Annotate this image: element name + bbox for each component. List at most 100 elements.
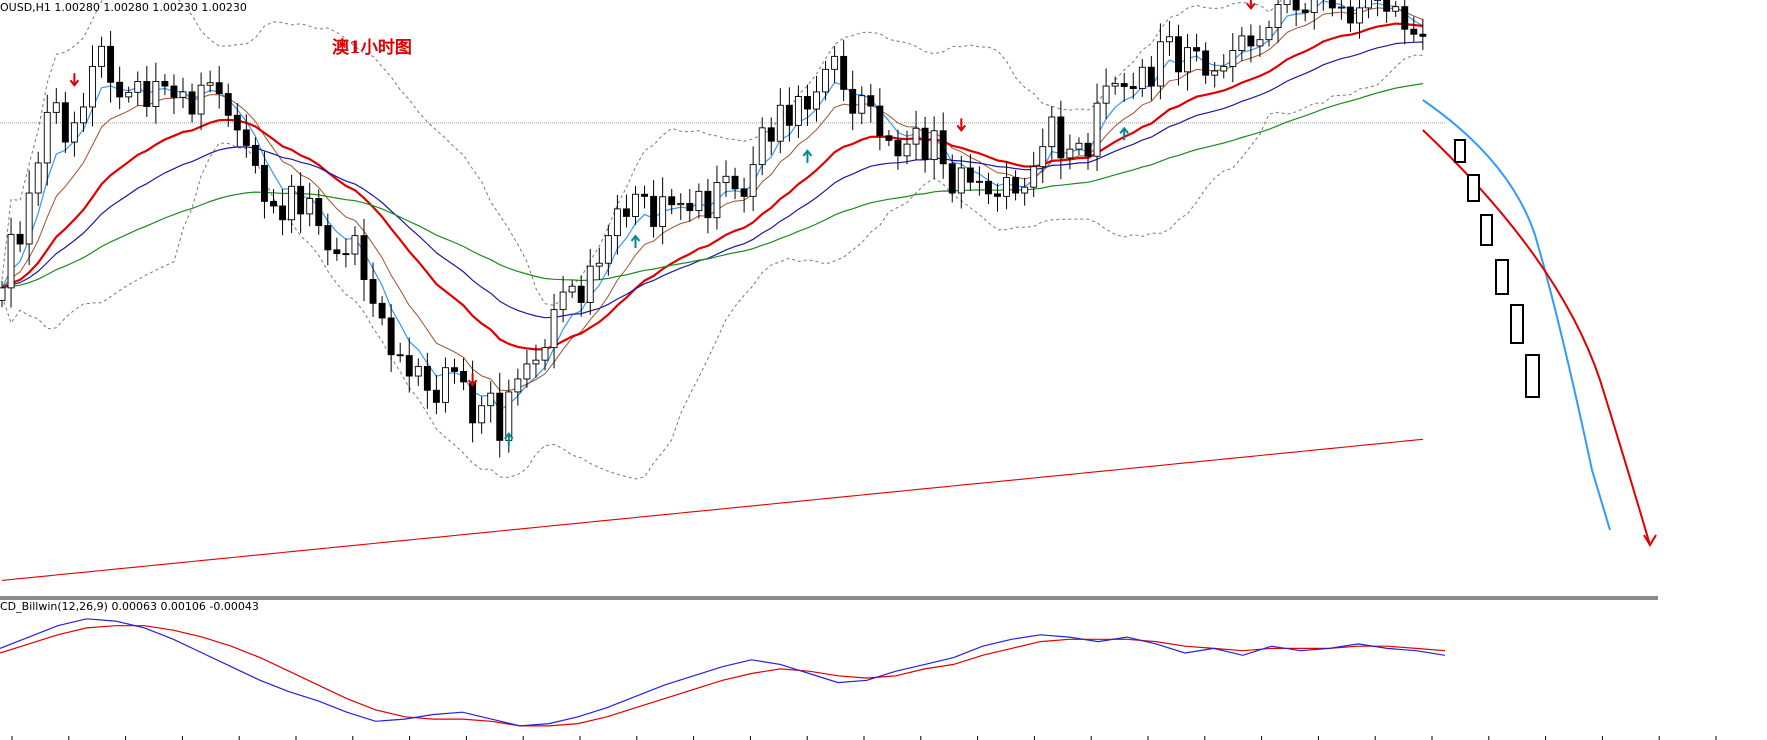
candle-body <box>1111 83 1119 87</box>
candle-body <box>858 95 866 114</box>
candles <box>0 0 1427 458</box>
candle-body <box>1021 186 1029 194</box>
candle-body <box>677 203 685 206</box>
candle-body <box>315 198 323 227</box>
forecast-blue-curve <box>1422 99 1611 531</box>
candle-body <box>1048 116 1056 148</box>
candle-body <box>460 370 467 383</box>
candle-body <box>650 195 658 227</box>
candle-body <box>695 190 703 212</box>
candle-body <box>1256 39 1264 47</box>
macd-header: CD_Billwin(12,26,9) 0.00063 0.00106 -0.0… <box>0 600 259 613</box>
candle-body <box>224 93 232 116</box>
candle-body <box>849 88 857 114</box>
candle-body <box>1238 35 1246 51</box>
candle-body <box>1129 86 1137 90</box>
buy-arrow-icon <box>504 432 514 446</box>
candle-body <box>804 96 811 110</box>
candle-body <box>79 106 87 124</box>
candle-body <box>785 104 793 126</box>
chart-title: 澳1小时图 <box>332 38 412 58</box>
candle-body <box>1356 7 1363 24</box>
candle-body <box>288 185 296 221</box>
candle-body <box>1175 36 1182 73</box>
candle-body <box>297 185 305 215</box>
candle-body <box>469 381 477 424</box>
candle-body <box>903 143 911 157</box>
candle-body <box>179 91 187 98</box>
candle-body <box>342 253 350 256</box>
candle-body <box>7 233 15 289</box>
forecast-red-curve <box>1422 129 1651 546</box>
candle-body <box>306 198 314 215</box>
candle-body <box>1193 47 1201 52</box>
candle-body <box>1184 47 1192 73</box>
candle-body <box>134 81 142 93</box>
candle-body <box>550 309 558 349</box>
candle-body <box>1328 0 1336 9</box>
candle-body <box>722 175 730 184</box>
candle-body <box>1220 65 1228 72</box>
candle-body <box>876 105 884 137</box>
candle-body <box>912 127 920 145</box>
candle-body <box>1337 6 1345 9</box>
candle-body <box>713 182 721 219</box>
candle-body <box>731 175 739 190</box>
candle-body <box>451 367 458 372</box>
candle-body <box>378 302 386 319</box>
bollinger-upper <box>1 0 1282 306</box>
forecast-candle <box>1525 354 1540 398</box>
candle-body <box>261 164 268 202</box>
candle-body <box>1084 142 1092 157</box>
candle-body <box>233 114 241 131</box>
candle-body <box>586 265 594 303</box>
candle-body <box>994 193 1001 197</box>
candle-body <box>623 208 630 217</box>
candle-body <box>1283 0 1291 6</box>
candle-body <box>1066 148 1074 159</box>
sell-arrow-icon <box>1246 0 1256 10</box>
symbol-header: OUSD,H1 1.00280 1.00280 1.00230 1.00230 <box>0 1 247 14</box>
candle-body <box>351 235 359 255</box>
candle-body <box>324 225 332 251</box>
candle-body <box>1156 41 1164 87</box>
candle-body <box>568 285 576 293</box>
candle-body <box>740 188 748 197</box>
candle-body <box>1229 50 1237 67</box>
candle-body <box>930 130 938 161</box>
candle-body <box>1383 0 1391 12</box>
candle-body <box>414 365 422 377</box>
candle-body <box>1301 9 1309 13</box>
candle-body <box>939 130 947 165</box>
candle-body <box>116 81 124 98</box>
candle-body <box>442 367 449 403</box>
sell-arrow-icon <box>69 73 80 87</box>
candle-body <box>1102 85 1110 104</box>
candle-body <box>704 190 712 219</box>
candle-body <box>957 167 965 194</box>
ma-long-line <box>1 438 1423 581</box>
candle-body <box>985 180 992 195</box>
candle-body <box>776 104 784 142</box>
candle-body <box>1030 166 1038 188</box>
candle-body <box>659 196 667 227</box>
candle-body <box>686 203 694 212</box>
candle-body <box>975 180 983 183</box>
candle-body <box>1274 4 1282 29</box>
candle-body <box>1310 0 1318 13</box>
candle-body <box>948 163 956 194</box>
candle-body <box>125 91 133 98</box>
candle-body <box>215 82 223 95</box>
candle-body <box>16 233 24 245</box>
candle-body <box>1202 50 1210 76</box>
candle-body <box>107 45 115 83</box>
candle-body <box>1346 6 1354 24</box>
candle-body <box>405 355 413 377</box>
macd-main-line <box>0 618 1446 727</box>
candle-body <box>1003 177 1010 197</box>
candle-body <box>279 205 286 221</box>
forecast-candle <box>1480 214 1493 246</box>
candle-body <box>595 262 603 267</box>
